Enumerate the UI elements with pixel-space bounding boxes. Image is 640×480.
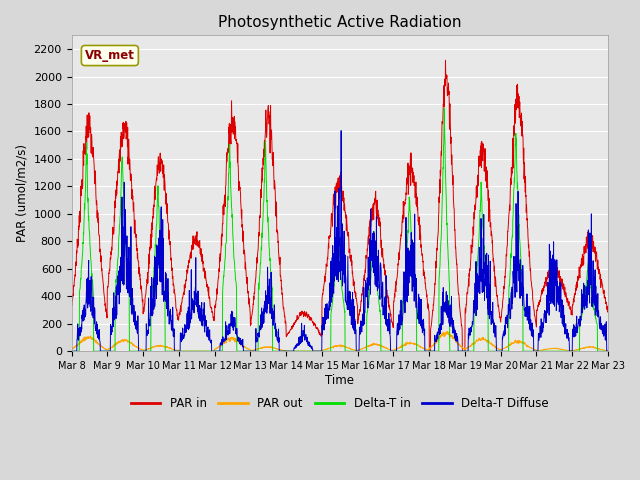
Delta-T in — [217, 348, 225, 354]
PAR out — [68, 347, 76, 352]
PAR in — [367, 224, 374, 229]
Y-axis label: PAR (umol/m2/s): PAR (umol/m2/s) — [15, 144, 28, 242]
Delta-T in — [496, 348, 504, 354]
Text: VR_met: VR_met — [85, 49, 135, 62]
Delta-T in — [604, 348, 612, 354]
Line: Delta-T Diffuse: Delta-T Diffuse — [72, 131, 608, 351]
PAR out — [218, 343, 225, 348]
PAR in — [604, 308, 612, 313]
PAR in — [68, 300, 76, 306]
PAR out — [367, 342, 375, 348]
PAR out — [557, 347, 565, 352]
Legend: PAR in, PAR out, Delta-T in, Delta-T Diffuse: PAR in, PAR out, Delta-T in, Delta-T Dif… — [126, 392, 554, 415]
PAR out — [444, 329, 452, 335]
Delta-T Diffuse — [355, 334, 363, 340]
Delta-T Diffuse — [557, 281, 564, 287]
Delta-T Diffuse — [604, 348, 612, 354]
Delta-T in — [367, 276, 374, 282]
Line: PAR out: PAR out — [72, 332, 608, 351]
Delta-T Diffuse — [68, 348, 76, 354]
Delta-T in — [68, 348, 76, 354]
Delta-T Diffuse — [572, 333, 580, 339]
Delta-T in — [440, 105, 448, 111]
Delta-T Diffuse — [337, 128, 345, 133]
Delta-T Diffuse — [496, 348, 504, 354]
PAR out — [572, 347, 580, 353]
Title: Photosynthetic Active Radiation: Photosynthetic Active Radiation — [218, 15, 461, 30]
PAR in — [572, 288, 580, 293]
PAR in — [496, 315, 504, 321]
PAR out — [496, 347, 504, 352]
PAR in — [426, 348, 433, 354]
Delta-T in — [572, 348, 580, 354]
PAR out — [175, 348, 182, 354]
PAR out — [355, 347, 363, 353]
Delta-T in — [355, 348, 363, 354]
Delta-T in — [557, 348, 564, 354]
PAR out — [604, 348, 612, 354]
PAR in — [557, 276, 565, 282]
Line: Delta-T in: Delta-T in — [72, 108, 608, 351]
Line: PAR in: PAR in — [72, 60, 608, 351]
PAR in — [355, 311, 363, 317]
Delta-T Diffuse — [217, 342, 225, 348]
X-axis label: Time: Time — [325, 374, 355, 387]
PAR in — [442, 57, 449, 63]
PAR in — [217, 245, 225, 251]
Delta-T Diffuse — [367, 247, 375, 252]
